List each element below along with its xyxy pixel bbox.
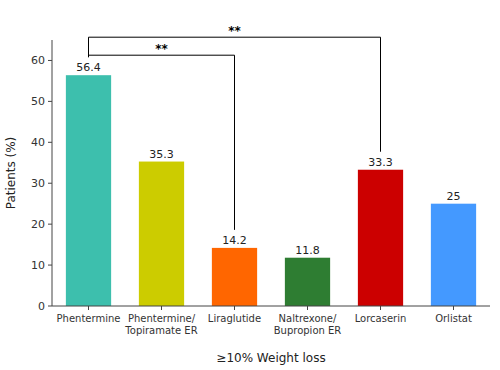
x-tick-label: Phentermine/Topiramate ER xyxy=(124,313,197,336)
x-tick xyxy=(234,306,235,310)
bar xyxy=(358,170,403,306)
y-tick xyxy=(48,183,52,184)
data-label: 25 xyxy=(447,190,461,203)
y-tick-label: 50 xyxy=(31,95,45,108)
x-tick-label-line: Phentermine/ xyxy=(128,313,196,324)
bar xyxy=(285,258,330,306)
x-tick xyxy=(453,306,454,310)
data-label: 56.4 xyxy=(76,61,101,74)
x-tick-label: Naltrexone/Bupropion ER xyxy=(274,313,342,336)
x-axis-label: ≥10% Weight loss xyxy=(216,351,325,365)
bar xyxy=(431,204,476,306)
x-tick-label-line: Phentermine xyxy=(57,313,121,324)
x-tick-label-line: Lorcaserin xyxy=(355,313,407,324)
y-tick xyxy=(48,306,52,307)
bar xyxy=(66,75,111,306)
x-tick-label: Orlistat xyxy=(435,313,472,324)
y-tick-label: 60 xyxy=(31,54,45,67)
bar xyxy=(139,162,184,306)
y-tick xyxy=(48,265,52,266)
x-tick-label-line: Orlistat xyxy=(435,313,472,324)
x-tick xyxy=(380,306,381,310)
bracket-line xyxy=(89,37,381,152)
x-axis xyxy=(52,306,490,307)
chart: 56.4 35.3 14.2 11.8 33.3 25 0 10 20 30 40 50 60 Phent… xyxy=(0,0,500,370)
x-tick-label: Phentermine xyxy=(57,313,121,324)
bracket-line xyxy=(89,55,235,230)
y-tick xyxy=(48,142,52,143)
x-tick xyxy=(161,306,162,310)
y-axis-label: Patients (%) xyxy=(4,137,18,210)
y-axis xyxy=(52,40,53,306)
annotation: ** xyxy=(155,42,168,56)
y-tick xyxy=(48,60,52,61)
x-tick-label-line: Bupropion ER xyxy=(274,325,342,336)
data-label: 14.2 xyxy=(222,234,247,247)
y-tick-label: 40 xyxy=(31,136,45,149)
y-tick-label: 20 xyxy=(31,218,45,231)
x-tick xyxy=(307,306,308,310)
significance-bracket: ** xyxy=(89,42,235,230)
y-tick-label: 30 xyxy=(31,177,45,190)
data-label: 11.8 xyxy=(295,244,320,257)
x-tick xyxy=(88,306,89,310)
chart-container: 56.4 35.3 14.2 11.8 33.3 25 0 10 20 30 40 50 60 Phent… xyxy=(0,0,500,370)
significance-bracket: ** xyxy=(89,24,381,152)
data-label: 33.3 xyxy=(368,156,393,169)
data-label: 35.3 xyxy=(149,148,174,161)
annotation: ** xyxy=(228,24,241,38)
bar xyxy=(212,248,257,306)
y-tick xyxy=(48,224,52,225)
y-tick-label: 10 xyxy=(31,259,45,272)
x-tick-label: Liraglutide xyxy=(208,313,261,324)
x-tick-label-line: Naltrexone/ xyxy=(279,313,337,324)
x-tick-label-line: Topiramate ER xyxy=(124,325,197,336)
y-tick xyxy=(48,101,52,102)
x-tick-label-line: Liraglutide xyxy=(208,313,261,324)
y-tick-label: 0 xyxy=(38,300,45,313)
bars xyxy=(66,75,476,306)
x-tick-label: Lorcaserin xyxy=(355,313,407,324)
